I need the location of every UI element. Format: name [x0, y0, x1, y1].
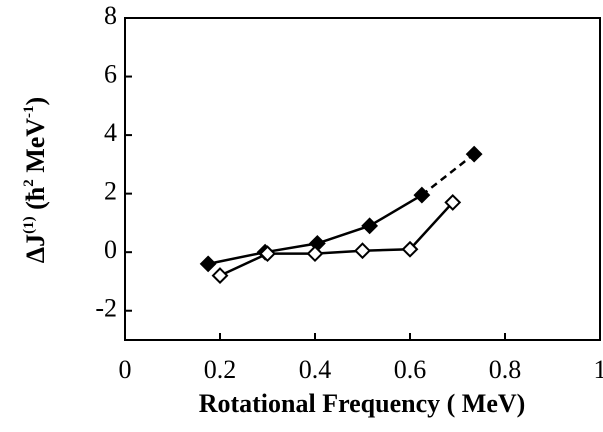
- x-tick-label: 0.4: [299, 355, 332, 384]
- y-tick-label: -2: [95, 294, 117, 323]
- y-label-part: (1): [21, 216, 37, 234]
- y-label-part: (ħ: [21, 186, 50, 216]
- x-tick-label: 0.2: [204, 355, 237, 384]
- x-axis-label: Rotational Frequency ( MeV): [199, 389, 526, 418]
- marker: [213, 269, 227, 283]
- x-tick-label: 0.6: [394, 355, 427, 384]
- marker: [201, 257, 215, 271]
- marker: [356, 244, 370, 258]
- x-tick-label: 0.8: [489, 355, 522, 384]
- y-tick-label: 4: [104, 118, 117, 147]
- y-tick-label: 2: [104, 177, 117, 206]
- series-line: [220, 202, 453, 275]
- y-tick-label: 8: [104, 1, 117, 30]
- plot-frame: [125, 18, 600, 340]
- y-label-part: ): [21, 97, 50, 106]
- y-tick-label: 6: [104, 60, 117, 89]
- dashed-line: [422, 154, 474, 195]
- y-tick-label: 0: [104, 235, 117, 264]
- y-label-part: 2: [21, 179, 37, 187]
- y-axis-label: ΔJ(1) (ħ2 MeV-1): [21, 97, 50, 263]
- x-tick-label: 1: [594, 355, 603, 384]
- y-label-part: MeV: [21, 118, 50, 180]
- marker: [363, 219, 377, 233]
- marker: [467, 147, 481, 161]
- y-label-part: ΔJ: [21, 234, 50, 263]
- x-tick-label: 0: [119, 355, 132, 384]
- y-label-part: -1: [21, 105, 37, 118]
